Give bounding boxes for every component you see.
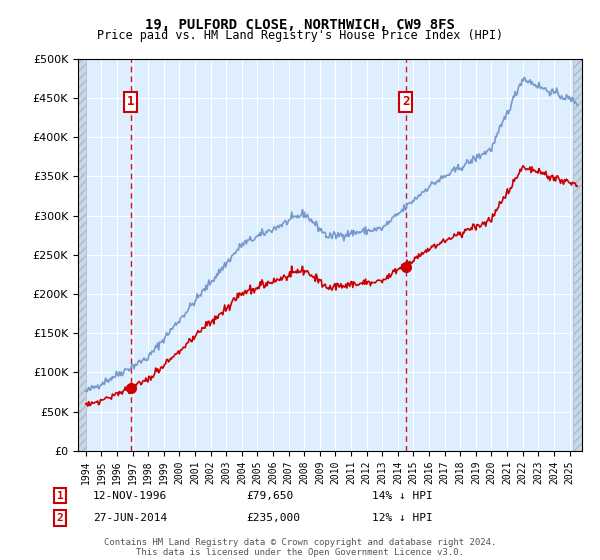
Text: 12-NOV-1996: 12-NOV-1996: [93, 491, 167, 501]
Text: 2: 2: [402, 95, 409, 109]
Bar: [78, 59, 86, 451]
Text: 14% ↓ HPI: 14% ↓ HPI: [372, 491, 433, 501]
Text: 19, PULFORD CLOSE, NORTHWICH, CW9 8FS: 19, PULFORD CLOSE, NORTHWICH, CW9 8FS: [145, 18, 455, 32]
Text: Price paid vs. HM Land Registry's House Price Index (HPI): Price paid vs. HM Land Registry's House …: [97, 29, 503, 42]
Bar: [572, 59, 582, 451]
Text: 2: 2: [56, 513, 64, 523]
Text: £79,650: £79,650: [246, 491, 293, 501]
Text: 1: 1: [127, 95, 134, 109]
Text: 1: 1: [56, 491, 64, 501]
Text: Contains HM Land Registry data © Crown copyright and database right 2024.
This d: Contains HM Land Registry data © Crown c…: [104, 538, 496, 557]
Text: 12% ↓ HPI: 12% ↓ HPI: [372, 513, 433, 523]
Text: £235,000: £235,000: [246, 513, 300, 523]
Text: 27-JUN-2014: 27-JUN-2014: [93, 513, 167, 523]
